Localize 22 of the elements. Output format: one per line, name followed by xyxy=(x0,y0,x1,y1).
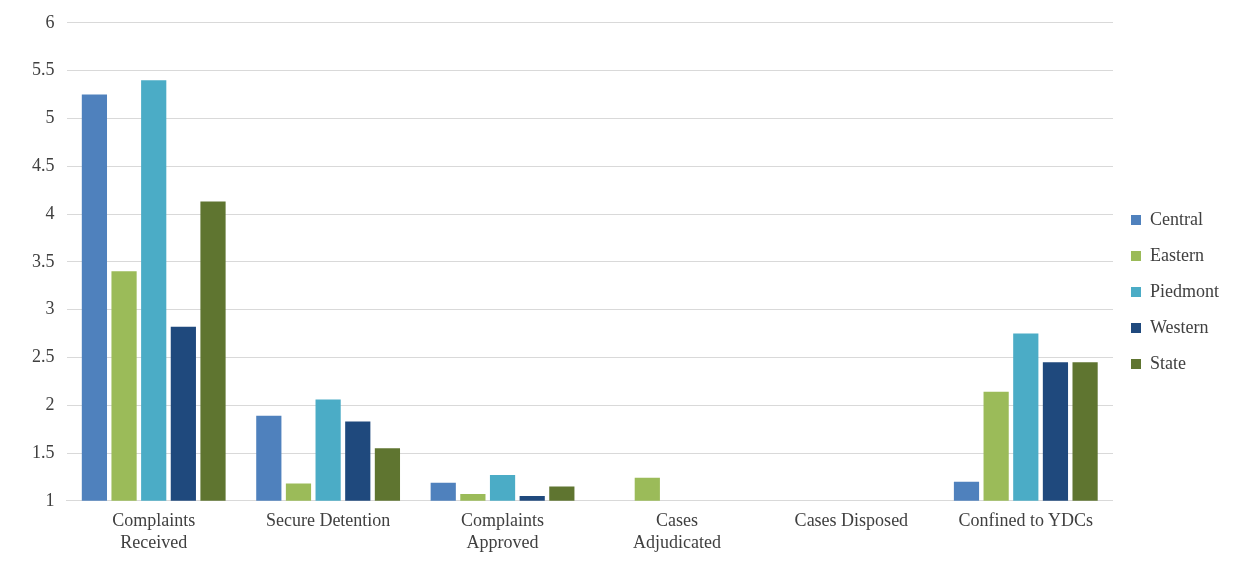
legend-label: State xyxy=(1150,352,1186,373)
y-tick-label: 2 xyxy=(45,393,55,414)
y-tick-label: 2.5 xyxy=(32,346,55,367)
y-tick-label: 4.5 xyxy=(32,154,55,175)
legend-label: Eastern xyxy=(1150,244,1204,265)
legend-label: Western xyxy=(1150,316,1209,337)
y-tick-label: 4 xyxy=(45,202,55,223)
y-tick-label: 1 xyxy=(45,489,55,510)
legend-label: Central xyxy=(1150,208,1203,229)
y-tick-label: 5 xyxy=(45,107,55,128)
y-tick-label: 3 xyxy=(45,298,55,319)
x-tick-label: Complaints Approved xyxy=(461,510,545,552)
legend-label: Piedmont xyxy=(1150,280,1220,301)
y-tick-label: 5.5 xyxy=(32,59,55,80)
x-tick-label: Confined to YDCs xyxy=(958,510,1093,531)
x-tick-label: Secure Detention xyxy=(265,510,391,531)
y-tick-label: 6 xyxy=(45,11,55,32)
y-tick-label: 1.5 xyxy=(32,441,55,462)
x-tick-label: Cases Disposed xyxy=(794,510,909,531)
x-tick-label: Complaints Received xyxy=(112,510,196,552)
y-tick-label: 3.5 xyxy=(32,250,55,271)
x-tick-label: Cases Adjudicated xyxy=(632,510,721,552)
